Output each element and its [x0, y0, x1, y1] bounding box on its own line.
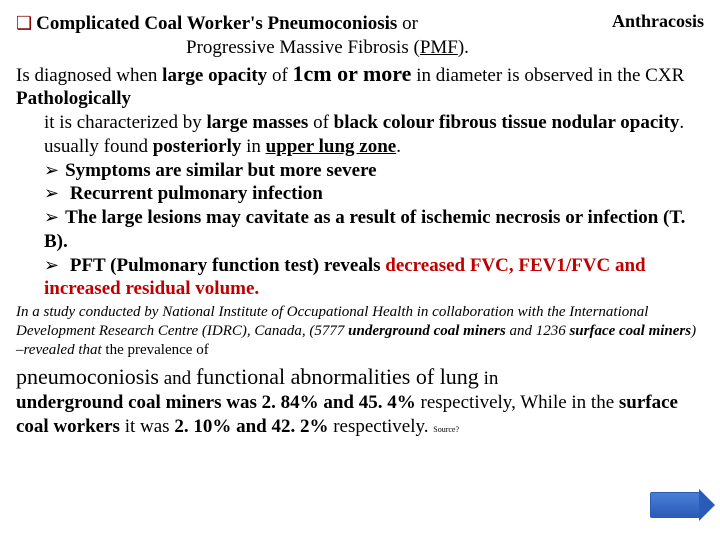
diag-a: Is diagnosed when	[16, 65, 162, 86]
concl-i: it was	[120, 416, 174, 437]
pmf-post: ).	[458, 37, 469, 58]
b3-b: may cavitate	[206, 207, 309, 228]
b2-a: Recurrent pulmonary	[65, 183, 252, 204]
concl-d: in	[479, 368, 499, 389]
title-main: Complicated Coal Worker's Pneumoconiosis	[36, 13, 397, 34]
b3-c: as a result of	[309, 207, 421, 228]
conclusion-block: pneumoconiosis and functional abnormalit…	[16, 363, 704, 438]
concl-k: respectively.	[328, 416, 433, 437]
study-f: the prevalence of	[105, 342, 208, 358]
concl-g: While in the	[520, 392, 619, 413]
path-c: of	[308, 112, 333, 133]
arrow-icon	[44, 183, 65, 204]
header-label: Anthracosis	[612, 10, 704, 33]
arrow-icon	[44, 160, 65, 181]
title-block: Complicated Coal Worker's Pneumoconiosis…	[16, 12, 704, 60]
b3-e: .	[63, 231, 68, 252]
pathology-block: Pathologically it is characterized by la…	[16, 87, 704, 158]
pmf-pre: Progressive Massive Fibrosis (	[186, 37, 420, 58]
b1-a: Symptoms are similar but	[65, 160, 280, 181]
bullet-4: PFT (Pulmonary function test) reveals de…	[16, 254, 704, 302]
b1-b: more severe	[280, 160, 377, 181]
diag-c: of	[267, 65, 292, 86]
path-i: .	[396, 136, 401, 157]
study-b: underground coal miners	[348, 323, 506, 339]
concl-f: respectively,	[416, 392, 520, 413]
study-c: and 1236	[506, 323, 570, 339]
source-tiny: Source?	[433, 425, 459, 434]
concl-j: 2. 10% and 42. 2%	[174, 416, 328, 437]
bullet-3: The large lesions may cavitate as a resu…	[16, 206, 704, 254]
bullet-1: Symptoms are similar but more severe	[16, 159, 704, 183]
b3-a: The large lesions	[65, 207, 206, 228]
square-bullet-icon	[16, 13, 36, 34]
concl-c: functional abnormalities of lung	[196, 364, 479, 389]
concl-e: underground coal miners was 2. 84% and 4…	[16, 392, 416, 413]
bullet-2: Recurrent pulmonary infection	[16, 182, 704, 206]
b4-a: PFT (Pulmonary function test) reveals	[65, 255, 385, 276]
diag-b: large opacity	[162, 65, 267, 86]
b2-b: infection	[252, 183, 323, 204]
diag-e: in diameter is observed in the CXR	[411, 65, 684, 86]
diagnosis-block: Is diagnosed when large opacity of 1cm o…	[16, 60, 704, 88]
path-body: it is characterized by large masses of b…	[16, 111, 704, 159]
study-block: In a study conducted by National Institu…	[16, 303, 704, 359]
diag-d: 1cm or more	[293, 61, 412, 86]
path-b: large masses	[206, 112, 308, 133]
pmf-underline: PMF	[420, 37, 458, 58]
arrow-icon	[44, 255, 65, 276]
study-d: surface coal miners	[569, 323, 691, 339]
path-g: in	[241, 136, 265, 157]
path-a: it is characterized by	[44, 112, 206, 133]
arrow-icon	[44, 207, 65, 228]
path-d: black colour fibrous tissue nodular opac…	[334, 112, 680, 133]
concl-a: pneumoconiosis	[16, 364, 159, 389]
path-hdr: Pathologically	[16, 88, 131, 109]
title-or: or	[397, 13, 418, 34]
path-h: upper lung zone	[266, 136, 397, 157]
next-arrow-button[interactable]	[650, 492, 702, 518]
path-f: posteriorly	[153, 136, 242, 157]
title-line2: Progressive Massive Fibrosis (PMF).	[16, 36, 704, 60]
concl-b: and	[159, 368, 196, 389]
